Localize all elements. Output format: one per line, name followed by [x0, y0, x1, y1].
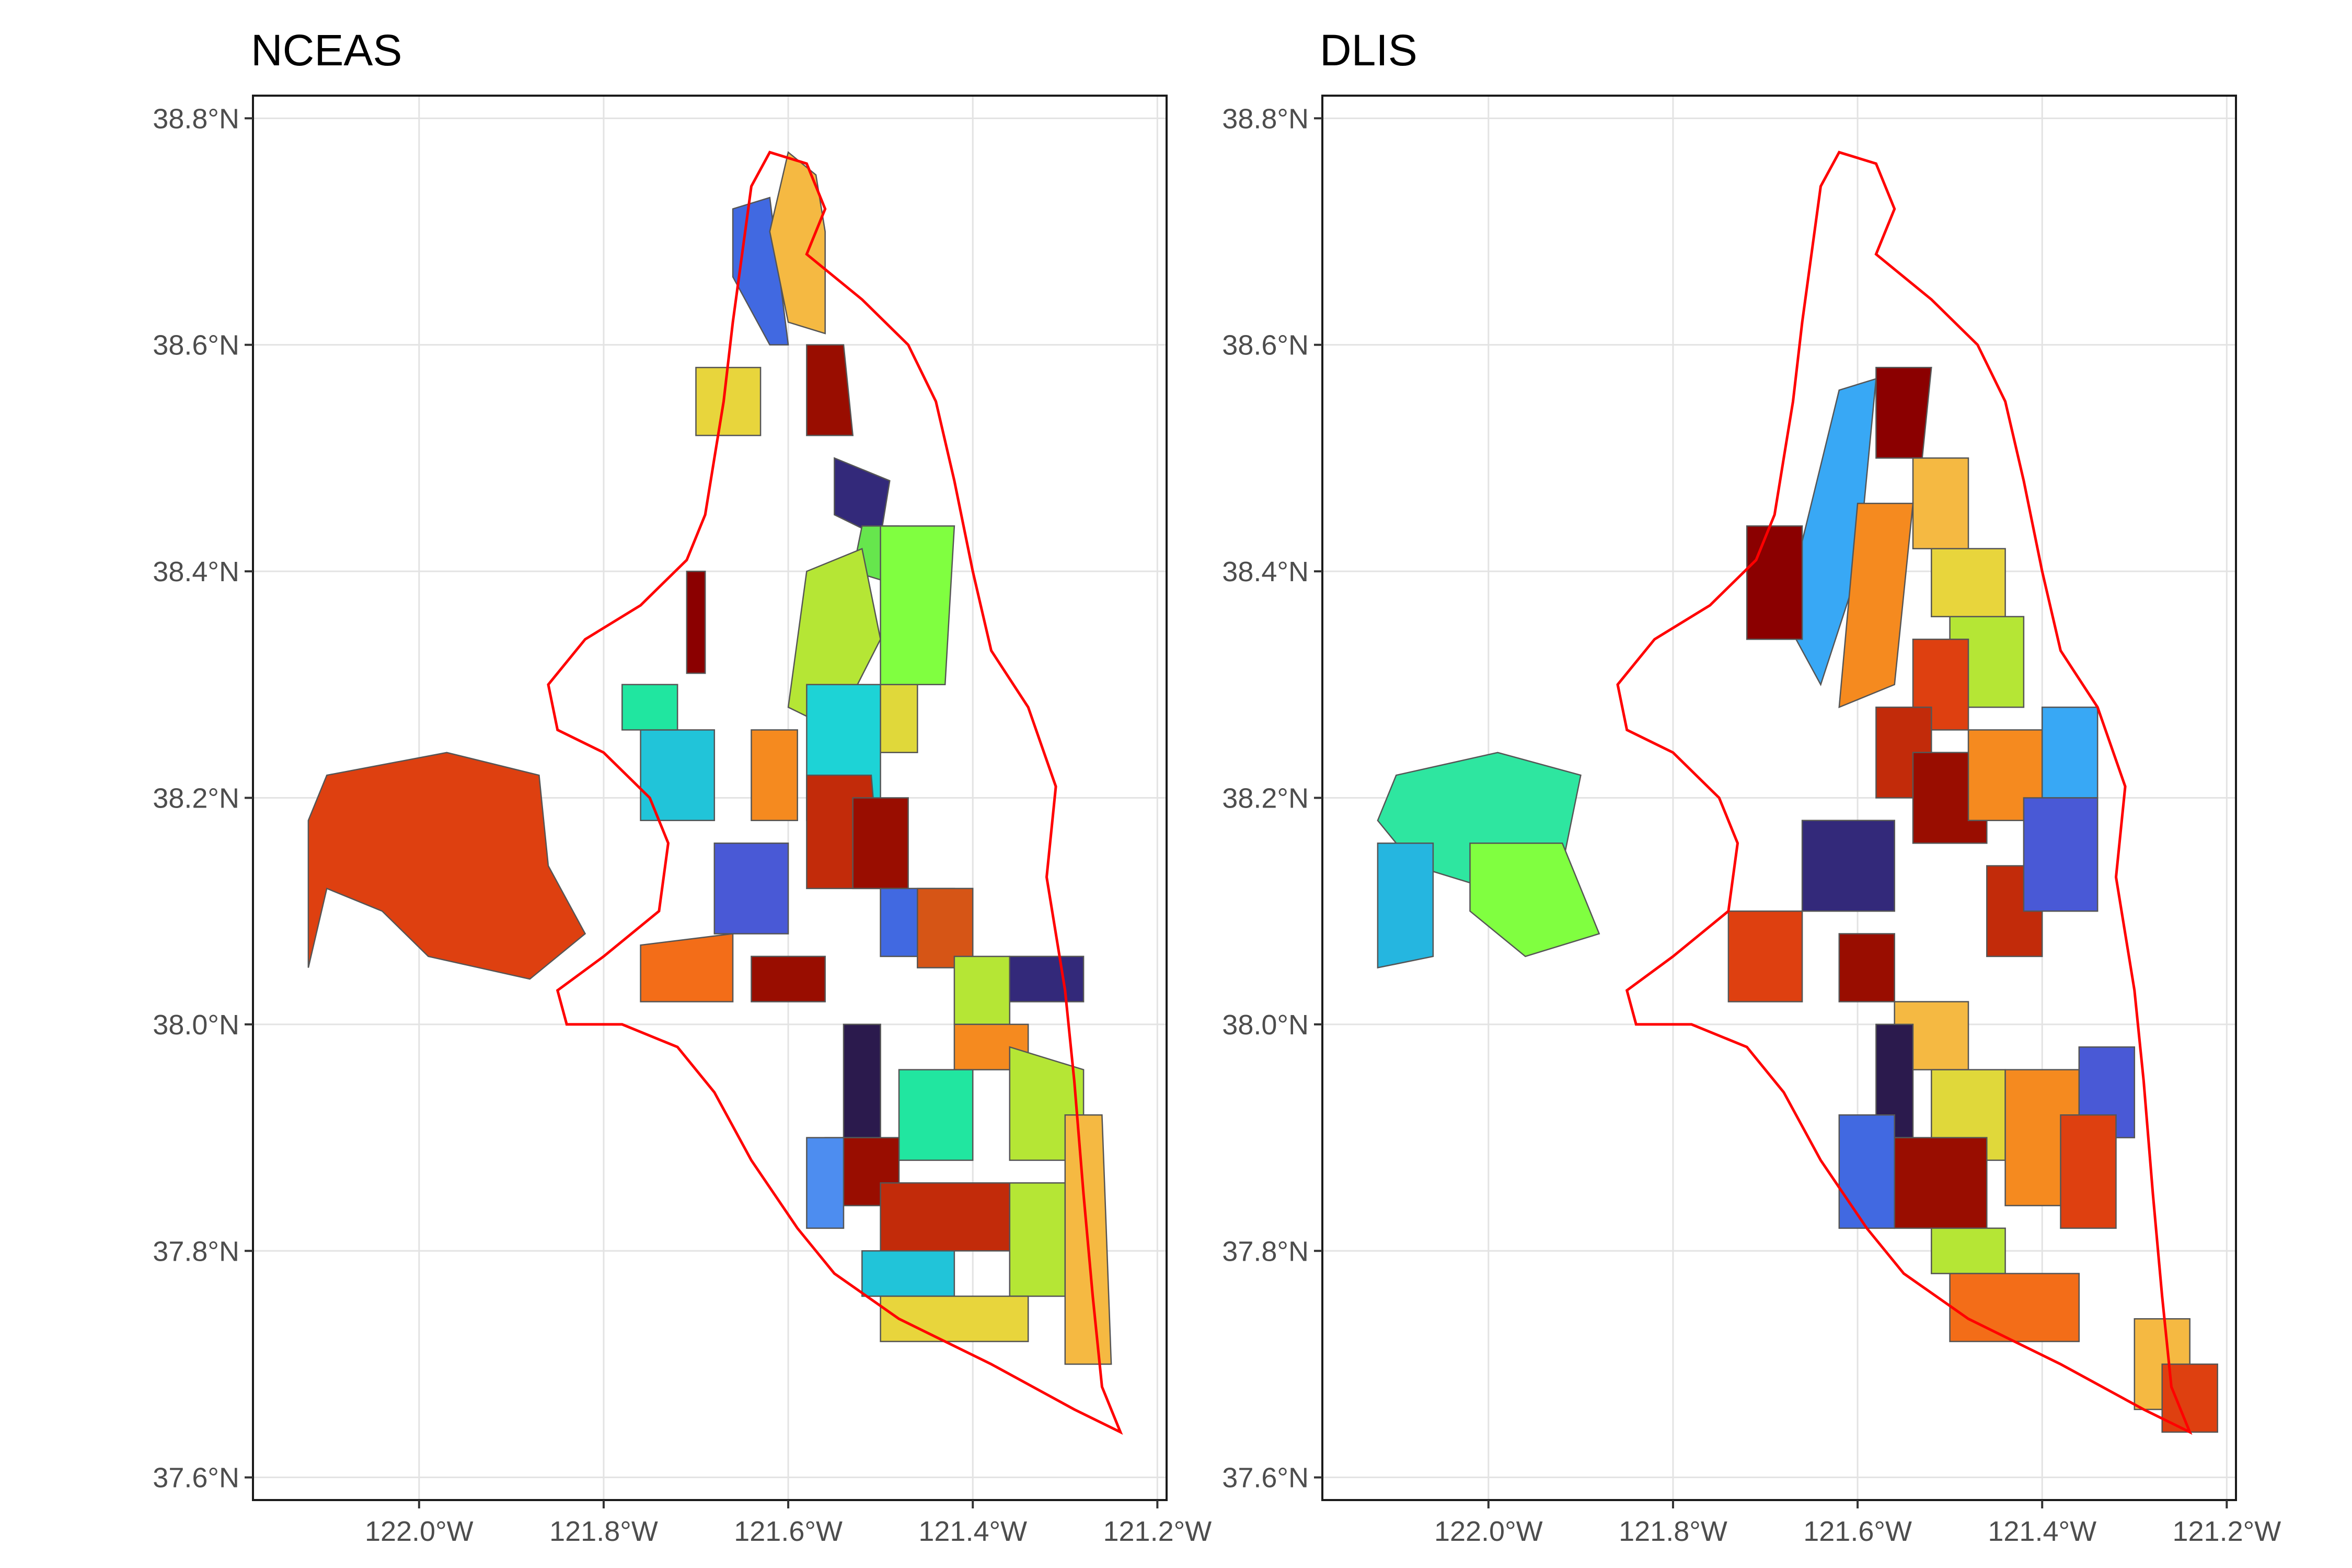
region-25	[843, 1023, 881, 1138]
region-22	[953, 955, 1011, 1025]
regions-nceas	[307, 151, 1112, 1365]
region-21	[751, 955, 826, 1002]
region-17	[852, 797, 909, 890]
region-28	[1931, 1227, 2006, 1274]
region-2	[1377, 842, 1434, 969]
panel-title-nceas: NCEAS	[251, 26, 402, 75]
x-tick-label-4: 121.2°W	[1103, 1516, 1212, 1547]
grid-dlis	[1322, 96, 2236, 1500]
y-tick-label-5: 38.6°N	[153, 330, 239, 361]
region-27	[1838, 1114, 1895, 1229]
region-12	[751, 729, 798, 822]
x-tick-label-3: 121.4°W	[1988, 1516, 2096, 1547]
x-tick-label-0: 122.0°W	[1434, 1516, 1543, 1547]
region-26	[898, 1069, 974, 1161]
x-tick-label-1: 121.8°W	[549, 1516, 658, 1547]
region-16	[1727, 910, 1803, 1002]
y-tick-label-5: 38.6°N	[1222, 330, 1309, 361]
region-14	[2041, 706, 2099, 799]
y-tick-label-2: 38.0°N	[1222, 1009, 1309, 1041]
region-33	[880, 1295, 1029, 1342]
region-5	[806, 344, 854, 436]
region-29	[1949, 1273, 2080, 1342]
x-tick-label-1: 121.8°W	[1619, 1516, 1727, 1547]
region-23	[1009, 955, 1085, 1002]
y-tick-label-1: 37.8°N	[153, 1236, 239, 1267]
panel-title-dlis: DLIS	[1320, 26, 1417, 75]
y-tick-label-6: 38.8°N	[1222, 103, 1309, 134]
axes-nceas: 37.6°N 37.8°N 38.0°N 38.2°N 38.4°N 38.6°N 38.8…	[153, 103, 1212, 1547]
y-tick-label-6: 38.8°N	[153, 103, 239, 134]
x-tick-label-2: 121.6°W	[1803, 1516, 1912, 1547]
region-14	[621, 684, 678, 731]
region-5	[1746, 525, 1803, 640]
map-panel-dlis: DLIS 37.6°N 37.8°N 38.0°N 38.2°N 38.4°N 38.6°…	[1222, 26, 2281, 1547]
region-9	[880, 525, 955, 686]
y-tick-label-0: 37.6°N	[1222, 1462, 1309, 1494]
y-tick-label-3: 38.2°N	[153, 783, 239, 814]
y-tick-label-1: 37.8°N	[1222, 1236, 1309, 1267]
region-34	[806, 1137, 845, 1229]
x-tick-label-0: 122.0°W	[365, 1516, 474, 1547]
region-32	[861, 1250, 955, 1297]
region-15	[713, 842, 789, 935]
region-8	[1931, 548, 2006, 618]
region-3	[695, 366, 762, 436]
axes-dlis: 37.6°N 37.8°N 38.0°N 38.2°N 38.4°N 38.6°N 38.8…	[1222, 103, 2281, 1547]
region-4	[686, 570, 706, 674]
x-tick-label-4: 121.2°W	[2172, 1516, 2281, 1547]
y-tick-label-3: 38.2°N	[1222, 783, 1309, 814]
region-6	[1912, 457, 1969, 550]
y-tick-label-2: 38.0°N	[153, 1009, 239, 1041]
region-2	[769, 151, 826, 335]
region-1	[1469, 842, 1600, 958]
region-26	[1894, 1137, 1988, 1229]
region-7	[1838, 502, 1914, 709]
region-0	[307, 752, 586, 980]
region-19	[2023, 797, 2099, 912]
map-panel-nceas: NCEAS 37.6°N 37.8°N 38.0°N 38.2°N 38.4°N 38.6…	[153, 26, 1212, 1547]
region-20	[640, 933, 734, 1002]
region-25	[2060, 1114, 2117, 1229]
region-31	[2161, 1363, 2218, 1433]
y-tick-label-4: 38.4°N	[1222, 556, 1309, 587]
region-4	[1875, 366, 1932, 459]
region-17	[1838, 933, 1895, 1002]
x-tick-label-3: 121.4°W	[918, 1516, 1027, 1547]
region-29	[880, 1182, 1011, 1252]
study-boundary-dlis	[1616, 151, 2193, 1435]
y-tick-label-4: 38.4°N	[153, 556, 239, 587]
region-13	[640, 729, 716, 822]
study-boundary-nceas	[547, 151, 1123, 1435]
region-15	[1801, 820, 1895, 912]
y-tick-label-0: 37.6°N	[153, 1462, 239, 1494]
region-30	[1009, 1182, 1066, 1297]
regions-dlis	[1377, 366, 2218, 1433]
x-tick-label-2: 121.6°W	[734, 1516, 843, 1547]
